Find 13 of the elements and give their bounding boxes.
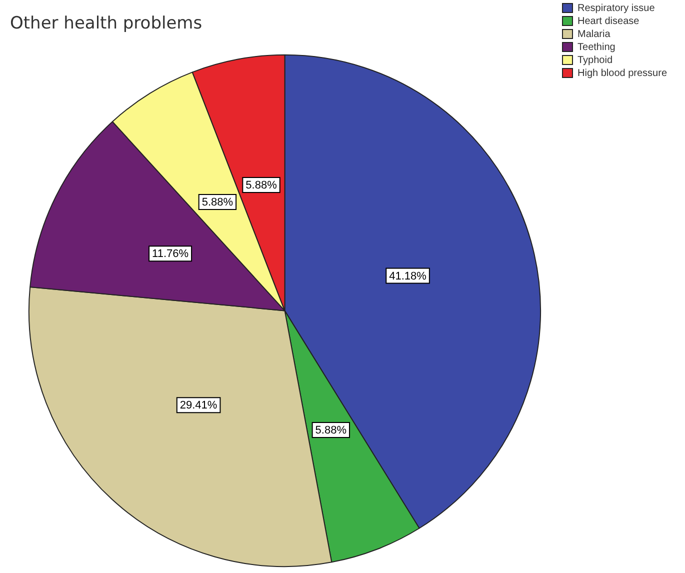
legend-label: Malaria	[578, 28, 611, 40]
text: Other health problems	[10, 14, 202, 34]
data-label: 41.18%	[389, 270, 427, 282]
data-label: 5.88%	[315, 424, 347, 437]
legend-label: High blood pressure	[578, 68, 668, 79]
legend-label: Respiratory issue	[578, 2, 656, 14]
data-label: 5.88%	[202, 196, 234, 208]
data-label: 29.41%	[180, 400, 218, 412]
data-label: 11.76%	[152, 248, 189, 260]
legend-label: Heart disease	[578, 16, 640, 27]
legend-label: Teething	[578, 42, 616, 53]
data-label: 5.88%	[246, 180, 278, 192]
legend-label: Typhoid	[578, 54, 613, 66]
